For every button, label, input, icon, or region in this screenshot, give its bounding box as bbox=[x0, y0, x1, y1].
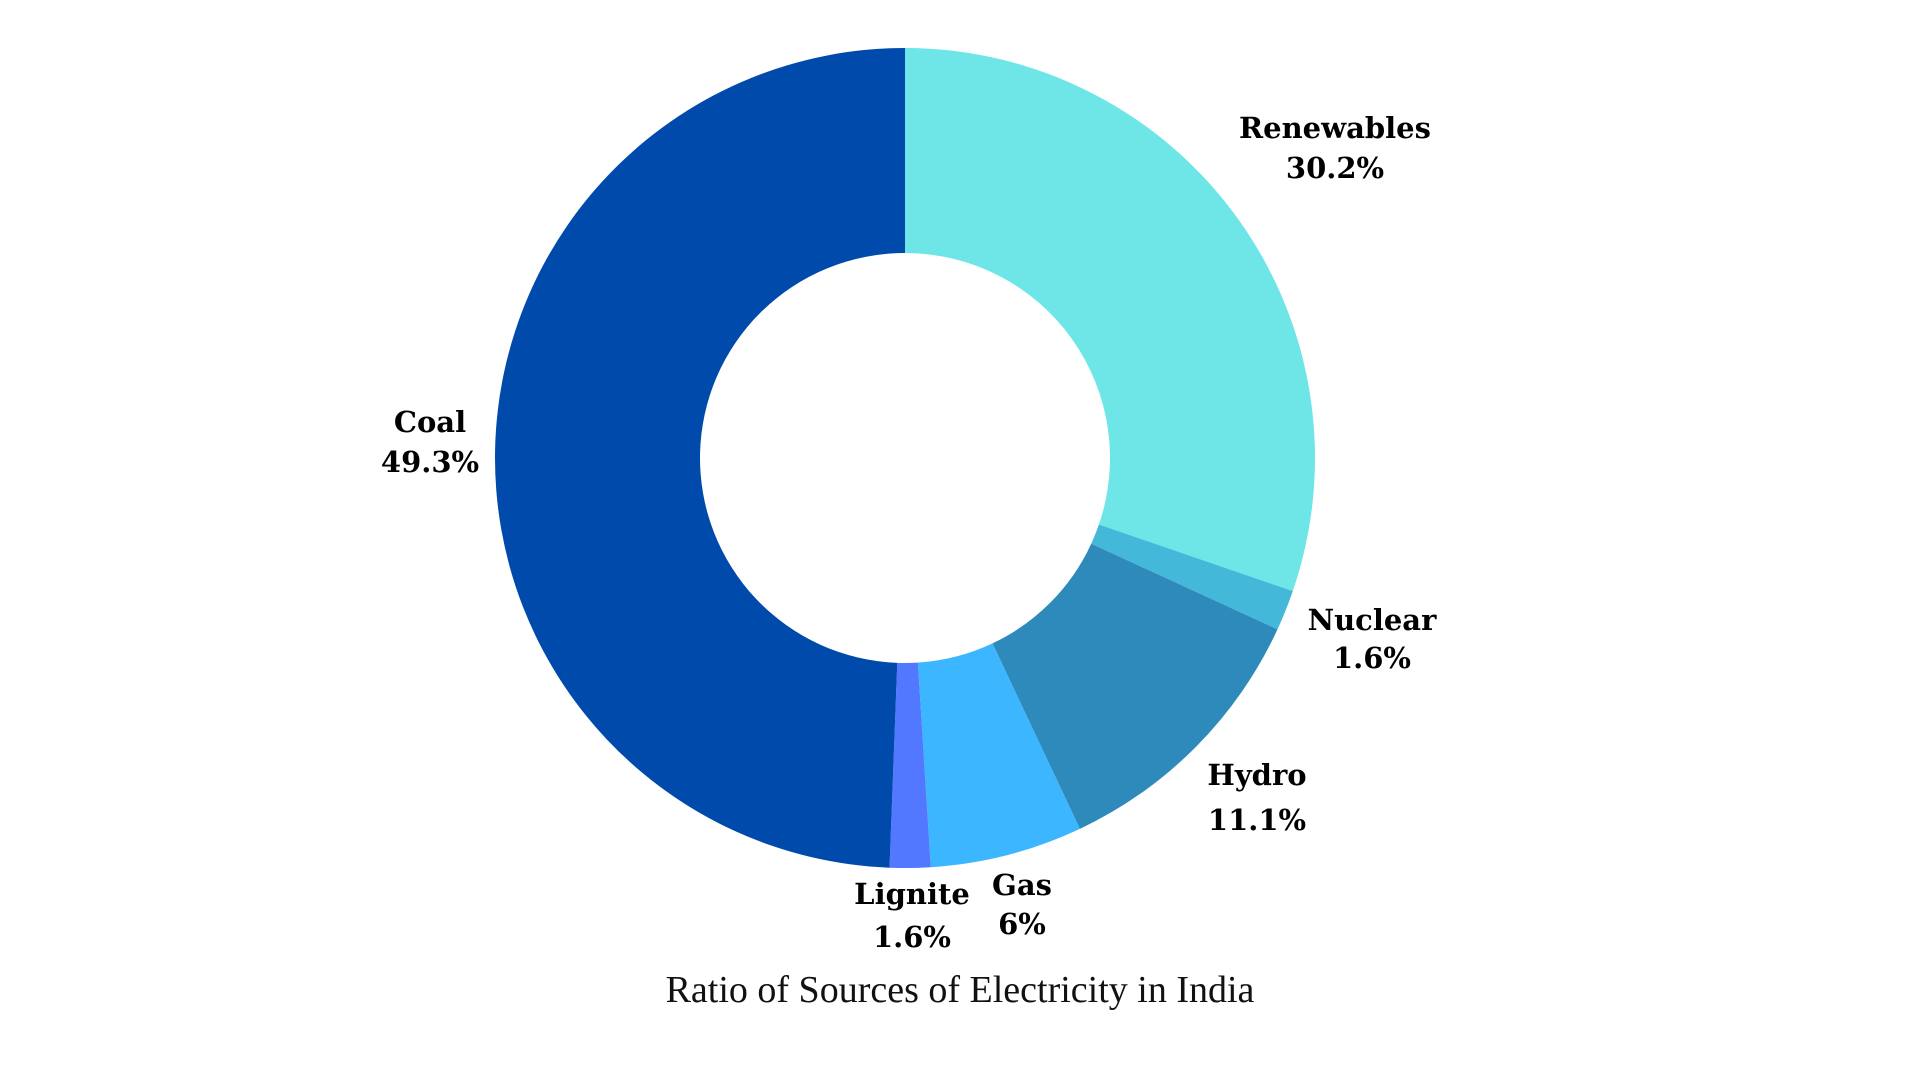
slices-layer bbox=[495, 48, 1315, 868]
slice-label-nuclear: Nuclear 1.6% bbox=[1308, 603, 1438, 675]
slice-nuclear bbox=[1091, 524, 1293, 630]
slice-label-renewables: Renewables 30.2% bbox=[1239, 111, 1431, 185]
chart-title: Ratio of Sources of Electricity in India bbox=[665, 969, 1255, 1011]
slice-value-label: 6% bbox=[998, 907, 1046, 941]
slice-coal bbox=[495, 48, 905, 868]
slice-value-label: 1.6% bbox=[873, 920, 951, 954]
slice-value-label: 49.3% bbox=[381, 445, 479, 479]
slice-hydro bbox=[992, 543, 1278, 829]
slice-value-label: 1.6% bbox=[1333, 641, 1411, 675]
slice-name-label: Renewables bbox=[1239, 111, 1431, 145]
slice-label-lignite: Lignite 1.6% bbox=[854, 877, 970, 954]
slice-gas bbox=[917, 643, 1080, 868]
slice-name-label: Coal bbox=[394, 405, 466, 439]
slice-label-hydro: Hydro 11.1% bbox=[1207, 758, 1306, 837]
slice-name-label: Nuclear bbox=[1308, 603, 1438, 637]
slice-label-gas: Gas 6% bbox=[992, 868, 1052, 941]
slice-name-label: Gas bbox=[992, 868, 1052, 902]
slice-name-label: Lignite bbox=[854, 877, 970, 911]
slice-label-coal: Coal 49.3% bbox=[381, 405, 479, 479]
slice-value-label: 30.2% bbox=[1286, 151, 1384, 185]
labels-layer: Renewables 30.2% Nuclear 1.6% Hydro 11.1% Gas 6… bbox=[381, 111, 1437, 954]
slice-lignite bbox=[889, 662, 931, 868]
slice-renewables bbox=[905, 48, 1315, 592]
slice-name-label: Hydro bbox=[1207, 758, 1306, 792]
slice-value-label: 11.1% bbox=[1208, 803, 1306, 837]
